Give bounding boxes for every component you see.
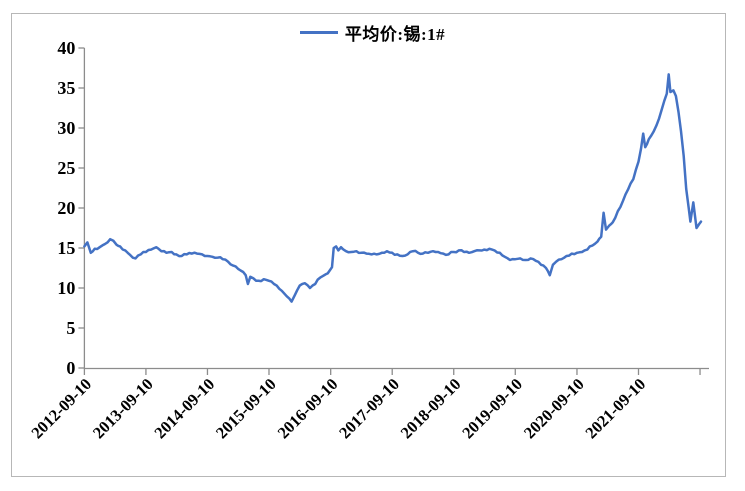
y-tick-label: 25 — [57, 158, 75, 178]
legend-line-swatch — [299, 31, 338, 34]
x-tick-label: 2015-09-10 — [212, 374, 280, 442]
y-tick-label: 20 — [57, 198, 75, 218]
x-tick-label: 2017-09-10 — [335, 374, 403, 442]
y-tick-label: 35 — [57, 78, 75, 98]
y-tick-label: 0 — [66, 358, 75, 378]
y-tick-label: 10 — [57, 278, 75, 298]
x-tick-label: 2019-09-10 — [458, 374, 526, 442]
x-tick-label: 2018-09-10 — [397, 374, 465, 442]
x-tick-label: 2012-09-10 — [27, 374, 95, 442]
x-tick-label: 2016-09-10 — [274, 374, 342, 442]
legend: 平均价:锡:1# — [0, 20, 745, 45]
y-tick-label: 40 — [57, 38, 75, 58]
x-tick-label: 2013-09-10 — [89, 374, 157, 442]
chart-frame — [11, 13, 726, 477]
y-tick-label: 5 — [66, 318, 75, 338]
legend-label: 平均价:锡:1# — [344, 25, 446, 44]
x-tick-label: 2021-09-10 — [581, 374, 649, 442]
x-tick-label: 2014-09-10 — [150, 374, 218, 442]
x-tick-label: 2020-09-10 — [520, 374, 588, 442]
y-tick-label: 15 — [57, 238, 75, 258]
y-tick-label: 30 — [57, 118, 75, 138]
series-line — [83, 73, 703, 303]
